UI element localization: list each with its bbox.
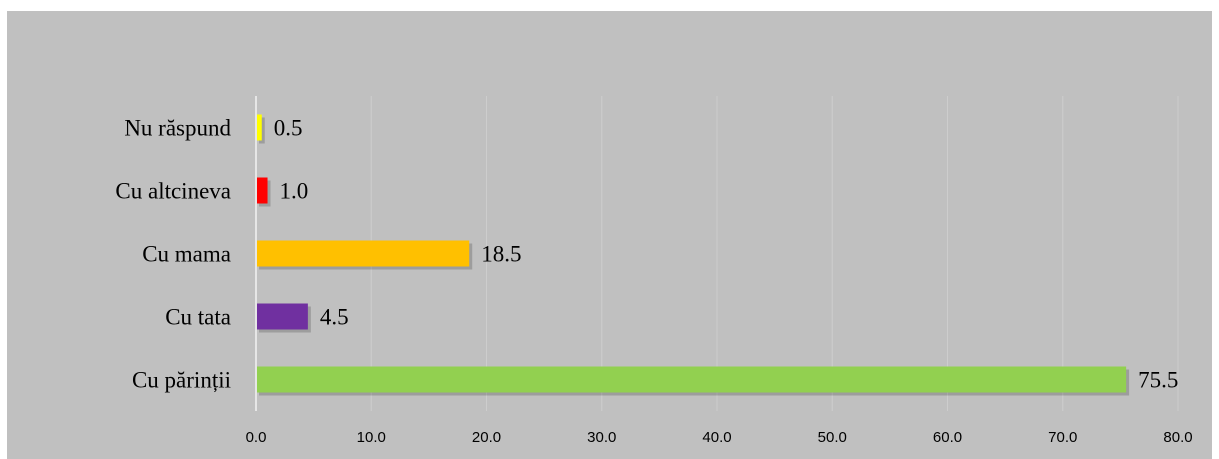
x-tick-label: 70.0 (1048, 429, 1077, 446)
bar (256, 240, 470, 267)
category-label: Cu părinții (132, 368, 231, 393)
grid-lines (370, 96, 1179, 411)
data-label: 0.5 (274, 116, 303, 141)
x-tick-label: 30.0 (587, 429, 616, 446)
x-tick-label: 40.0 (702, 429, 731, 446)
bar-shadow (259, 117, 265, 144)
category-label: Cu mama (142, 242, 231, 267)
x-tick-label: 0.0 (246, 429, 267, 446)
bars (256, 114, 1130, 396)
category-labels: Cu părinții Cu tata Cu mama Cu altcineva Nu … (115, 116, 231, 393)
chart-frame: Cu părinții Cu tata Cu mama Cu altcineva Nu … (7, 11, 1212, 459)
x-tick-label: 10.0 (357, 429, 386, 446)
bar (256, 366, 1127, 393)
data-label: 75.5 (1138, 368, 1178, 393)
bar (256, 114, 262, 141)
bar (256, 177, 268, 204)
bar (256, 303, 308, 330)
data-label: 18.5 (481, 242, 521, 267)
category-label: Cu altcineva (115, 179, 231, 204)
data-labels: 75.5 4.5 18.5 1.0 0.5 (274, 116, 1179, 393)
x-tick-label: 80.0 (1163, 429, 1192, 446)
category-label: Cu tata (165, 305, 231, 330)
data-label: 4.5 (320, 305, 349, 330)
data-label: 1.0 (280, 179, 309, 204)
x-tick-label: 60.0 (933, 429, 962, 446)
bar-chart: Cu părinții Cu tata Cu mama Cu altcineva Nu … (115, 96, 1193, 446)
tick-labels: 0.0 10.0 20.0 30.0 40.0 50.0 60.0 70.0 80.0 (246, 429, 1193, 446)
category-label: Nu răspund (124, 116, 231, 141)
x-tick-label: 50.0 (818, 429, 847, 446)
x-tick-label: 20.0 (472, 429, 501, 446)
